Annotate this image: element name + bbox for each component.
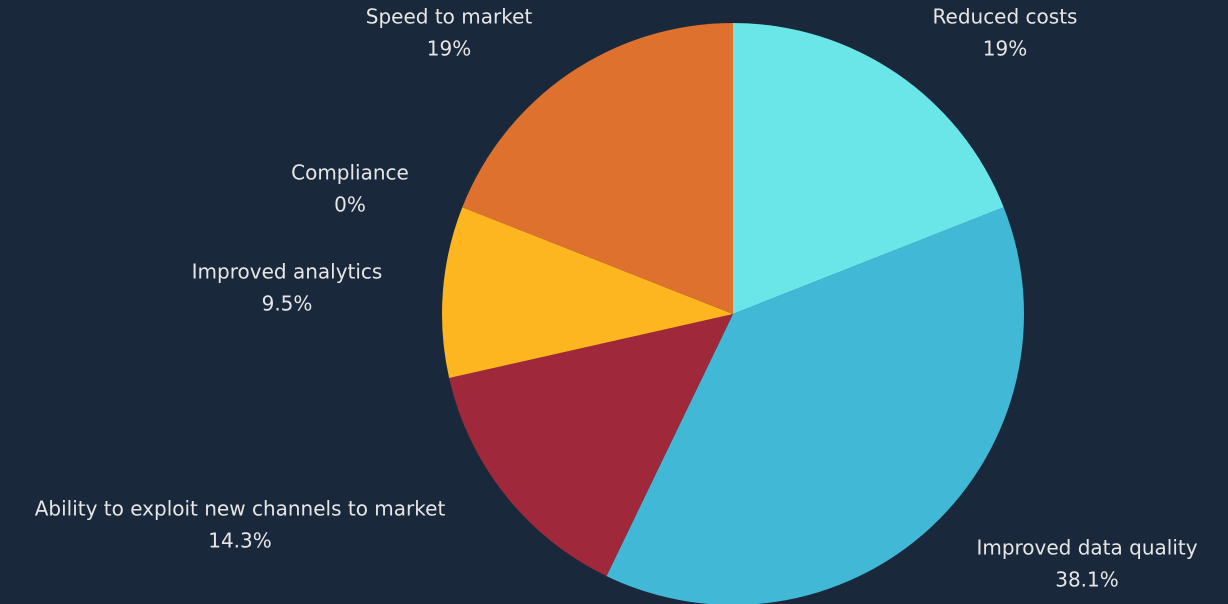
pie-slice (462, 23, 733, 314)
pie-slice (606, 207, 1024, 604)
slice-label: Compliance (291, 161, 409, 185)
slice-value: 14.3% (208, 529, 272, 553)
slice-label: Improved data quality (976, 536, 1197, 560)
slice-value: 19% (427, 37, 471, 61)
slice-value: 0% (334, 193, 366, 217)
slice-value: 38.1% (1055, 568, 1119, 592)
slice-label: Improved analytics (192, 260, 383, 284)
pie-slice (442, 207, 733, 378)
slice-label: Reduced costs (933, 5, 1078, 29)
slice-label: Ability to exploit new channels to marke… (35, 497, 446, 521)
pie-slice (449, 314, 733, 577)
slice-value: 9.5% (262, 292, 313, 316)
slice-label: Speed to market (366, 5, 533, 29)
slice-value: 19% (983, 37, 1027, 61)
pie-slice (733, 23, 1004, 314)
